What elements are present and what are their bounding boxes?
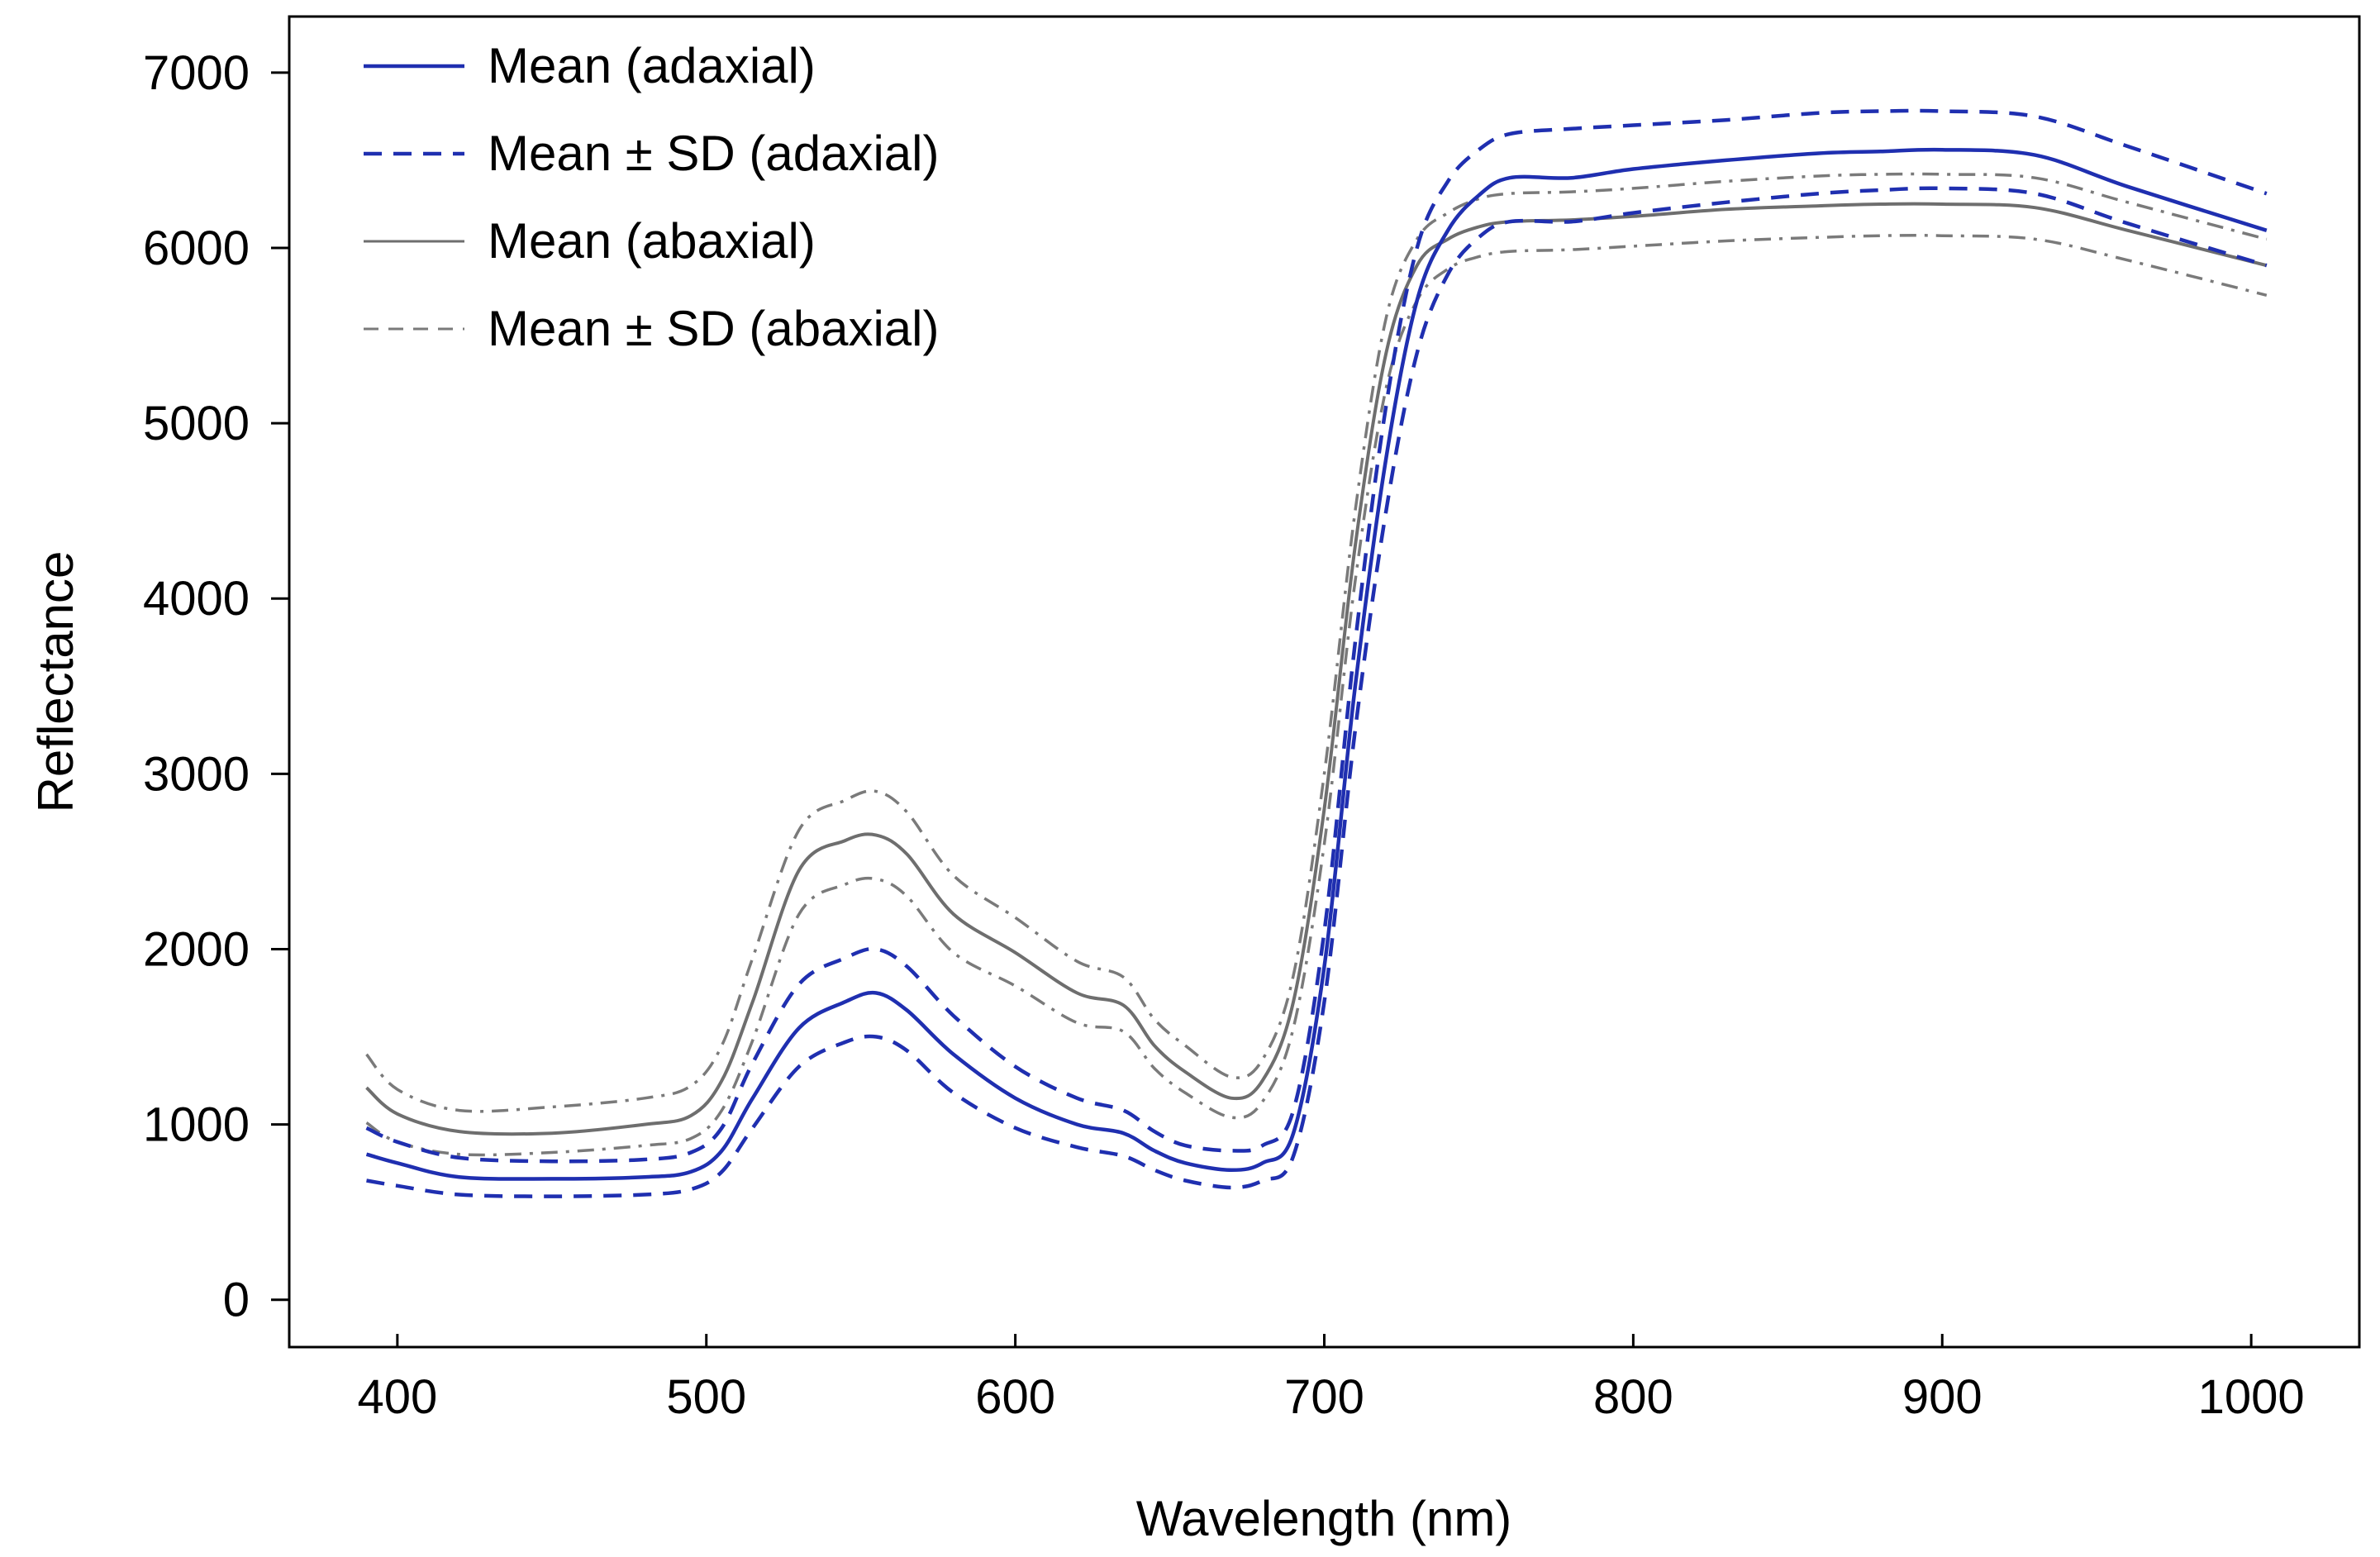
x-tick-label: 900 <box>1902 1370 1983 1424</box>
series-line-3 <box>365 202 2268 1136</box>
x-tick-label: 400 <box>357 1370 437 1424</box>
series-line-4 <box>365 172 2268 1113</box>
legend-label: Mean (adaxial) <box>488 38 816 93</box>
y-axis: 0 1000 2000 3000 4000 5000 6000 7000 <box>143 46 289 1327</box>
legend: Mean (adaxial) Mean ± SD (adaxial) Mean (a… <box>364 38 939 356</box>
legend-label: Mean (abaxial) <box>488 213 816 269</box>
series-line-0 <box>365 147 2268 1181</box>
series-line-2 <box>366 186 2268 1198</box>
legend-label: Mean ± SD (adaxial) <box>488 126 939 181</box>
x-axis-title: Wavelength (nm) <box>1136 1491 1512 1546</box>
y-tick-label: 3000 <box>143 747 250 801</box>
legend-label: Mean ± SD (abaxial) <box>488 301 939 356</box>
x-tick-label: 700 <box>1284 1370 1364 1424</box>
series-layer <box>365 108 2268 1198</box>
y-tick-label: 0 <box>223 1274 250 1327</box>
x-tick-label: 1000 <box>2198 1370 2305 1424</box>
y-tick-label: 5000 <box>143 397 250 450</box>
y-tick-label: 6000 <box>143 221 250 275</box>
series-line-1 <box>365 108 2268 1164</box>
x-tick-label: 600 <box>975 1370 1055 1424</box>
series-line-5 <box>365 233 2268 1157</box>
x-axis: 400 500 600 700 800 900 1000 <box>357 1334 2305 1424</box>
y-tick-label: 4000 <box>143 572 250 626</box>
y-axis-title: Reflectance <box>28 551 83 813</box>
x-tick-label: 800 <box>1593 1370 1673 1424</box>
x-tick-label: 500 <box>666 1370 746 1424</box>
y-tick-label: 1000 <box>143 1098 250 1152</box>
y-tick-label: 2000 <box>143 922 250 976</box>
y-tick-label: 7000 <box>143 46 250 100</box>
